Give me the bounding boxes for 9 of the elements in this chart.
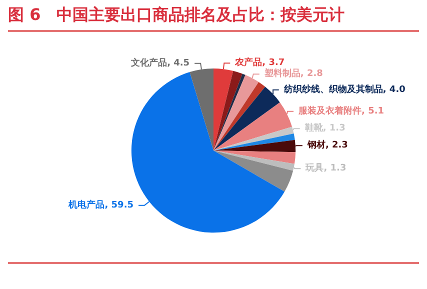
slice-label: 文化产品, 4.5 [130, 57, 190, 68]
slice-label: 机电产品, 59.5 [68, 199, 134, 210]
slice-label: 塑料制品, 2.8 [263, 68, 323, 80]
slice-label: 服装及衣着附件, 5.1 [298, 105, 384, 116]
slice-label: 钢材, 2.3 [306, 140, 348, 151]
slice-label: 纺织纱线、织物及其制品, 4.0 [282, 84, 406, 95]
slice-label: 玩具, 1.3 [304, 162, 346, 174]
chart-title: 图 6 中国主要出口商品排名及占比：按美元计 [8, 4, 346, 26]
slice-label: 农产品, 3.7 [234, 57, 285, 68]
